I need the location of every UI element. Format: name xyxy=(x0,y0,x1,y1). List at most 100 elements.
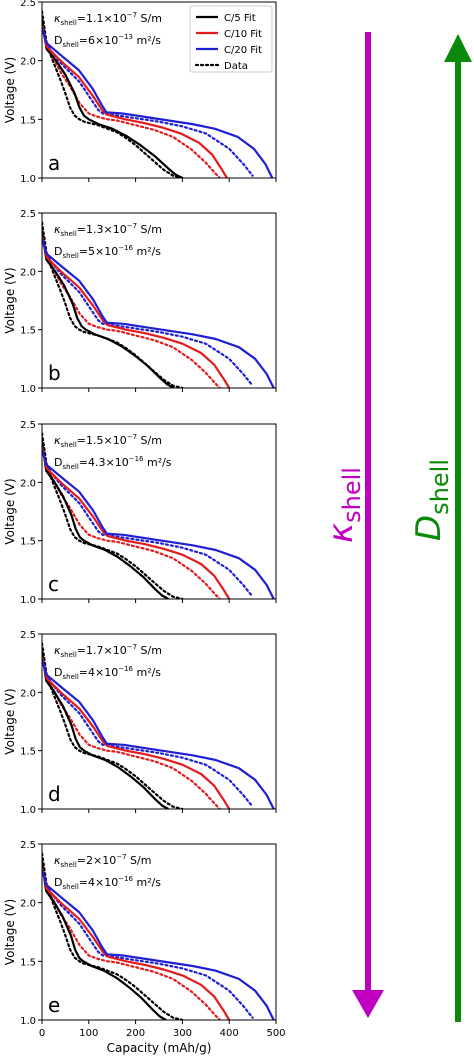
panel-e: 1.0 1.5 2.0 2.5 Voltage (V) 0 100 200 300 400 500 e… xyxy=(3,840,286,1039)
fit-series-c10 xyxy=(42,867,231,1020)
plot-area xyxy=(42,432,275,599)
kappa-exponent: −7 xyxy=(116,853,126,861)
y-tick-label: 2.5 xyxy=(20,840,36,851)
diffusion-arrow-label: Dshell xyxy=(409,459,454,541)
y-axis-label: Voltage (V) xyxy=(3,57,17,123)
kappa-subscript: shell xyxy=(60,19,76,27)
kappa-arrow-label: κshell xyxy=(321,467,366,543)
kappa-exponent: −7 xyxy=(127,643,137,651)
data-series-c20 xyxy=(42,658,254,808)
d-exponent: −13 xyxy=(118,33,133,41)
legend-label: C/10 Fit xyxy=(224,29,262,40)
d-symbol: D xyxy=(54,456,62,469)
kappa-annotation: κshell=2×10−7 S/m xyxy=(54,853,151,869)
d-subscript: shell xyxy=(62,252,78,260)
fit-series-c10 xyxy=(42,657,231,809)
d-unit: m²/s xyxy=(133,666,161,679)
y-tick-label: 1.5 xyxy=(20,747,36,758)
fit-series-c5 xyxy=(42,19,183,178)
diffusion-annotation: Dshell=4.3×10−16 m²/s xyxy=(54,455,172,471)
kappa-subscript: shell xyxy=(60,230,76,238)
y-axis-label: Voltage (V) xyxy=(3,899,17,965)
y-tick-label: 1.0 xyxy=(20,805,36,816)
d-value: =4×10 xyxy=(79,666,118,679)
kappa-arrow-head xyxy=(352,990,384,1018)
fit-series-c5 xyxy=(42,230,175,388)
plot-area xyxy=(42,10,274,178)
y-tick-label: 2.5 xyxy=(20,0,36,9)
kappa-symbol: κ xyxy=(54,12,61,25)
data-series-c10 xyxy=(42,656,221,809)
plot-area xyxy=(42,852,275,1020)
kappa-value: =1.3×10 xyxy=(77,223,127,236)
d-symbol: D xyxy=(54,245,62,258)
y-tick-label: 2.0 xyxy=(20,267,36,278)
d-subscript: shell xyxy=(62,673,78,681)
fit-series-c20 xyxy=(42,238,275,388)
kappa-symbol: κ xyxy=(54,434,61,447)
plot-area xyxy=(42,221,275,388)
kappa-arrow-symbol: κ xyxy=(321,523,361,543)
legend-label: Data xyxy=(224,61,248,72)
kappa-symbol: κ xyxy=(54,854,61,867)
kappa-subscript: shell xyxy=(60,861,76,869)
axes-frame xyxy=(41,423,277,600)
kappa-unit: S/m xyxy=(127,854,152,867)
panel-letter: e xyxy=(48,993,60,1017)
kappa-value: =1.7×10 xyxy=(77,644,127,657)
legend-label: C/20 Fit xyxy=(224,45,262,56)
y-tick-label: 1.5 xyxy=(20,326,36,337)
y-tick-label: 1.0 xyxy=(20,174,36,185)
d-unit: m²/s xyxy=(133,245,161,258)
y-tick-label: 2.0 xyxy=(20,899,36,910)
y-tick-label: 2.5 xyxy=(20,420,36,431)
d-exponent: −16 xyxy=(118,244,133,252)
fit-series-c20 xyxy=(42,449,275,599)
panel-letter: a xyxy=(48,151,60,175)
diffusion-annotation: Dshell=6×10−13 m²/s xyxy=(54,33,161,49)
y-tick-label: 1.0 xyxy=(20,595,36,606)
kappa-unit: S/m xyxy=(137,434,162,447)
panel-letter: c xyxy=(48,572,59,596)
kappa-exponent: −7 xyxy=(127,11,137,19)
x-tick-label: 200 xyxy=(126,1028,145,1039)
y-tick-label: 1.5 xyxy=(20,537,36,548)
fit-series-c5 xyxy=(42,861,167,1020)
d-exponent: −16 xyxy=(118,875,133,883)
d-value: =4.3×10 xyxy=(79,456,129,469)
data-series-c10 xyxy=(42,24,221,178)
data-series-c5 xyxy=(42,10,184,178)
y-tick-label: 2.5 xyxy=(20,630,36,641)
fit-series-c20 xyxy=(42,869,275,1020)
d-unit: m²/s xyxy=(133,34,161,47)
fit-series-c5 xyxy=(42,651,169,809)
fit-series-c10 xyxy=(42,25,228,178)
kappa-value: =2×10 xyxy=(77,854,116,867)
kappa-unit: S/m xyxy=(137,223,162,236)
kappa-subscript: shell xyxy=(60,441,76,449)
y-axis-label: Voltage (V) xyxy=(3,478,17,544)
y-tick-label: 1.5 xyxy=(20,115,36,126)
kappa-subscript: shell xyxy=(60,651,76,659)
axes-frame xyxy=(41,633,277,810)
kappa-value: =1.5×10 xyxy=(77,434,127,447)
axes-frame xyxy=(41,1,277,179)
kappa-symbol: κ xyxy=(54,644,61,657)
panel-d: 1.0 1.5 2.0 2.5 Voltage (V) d κshell=1.7×10−7 … xyxy=(3,630,277,816)
y-tick-label: 1.0 xyxy=(20,1016,36,1027)
diffusion-arrow-symbol: D xyxy=(409,515,449,541)
y-tick-label: 2.0 xyxy=(20,57,36,68)
d-subscript: shell xyxy=(62,463,78,471)
diffusion-arrow-subscript: shell xyxy=(426,459,454,515)
d-value: =4×10 xyxy=(79,876,118,889)
kappa-exponent: −7 xyxy=(127,433,137,441)
x-tick-label: 500 xyxy=(266,1028,285,1039)
d-subscript: shell xyxy=(62,41,78,49)
y-tick-label: 1.5 xyxy=(20,957,36,968)
legend: C/5 Fit C/10 Fit C/20 Fit Data xyxy=(189,5,273,73)
kappa-exponent: −7 xyxy=(127,222,137,230)
plot-area xyxy=(42,642,275,809)
panel-c: 1.0 1.5 2.0 2.5 Voltage (V) c κshell=1.5×10−7 … xyxy=(3,420,277,606)
kappa-symbol: κ xyxy=(54,223,61,236)
